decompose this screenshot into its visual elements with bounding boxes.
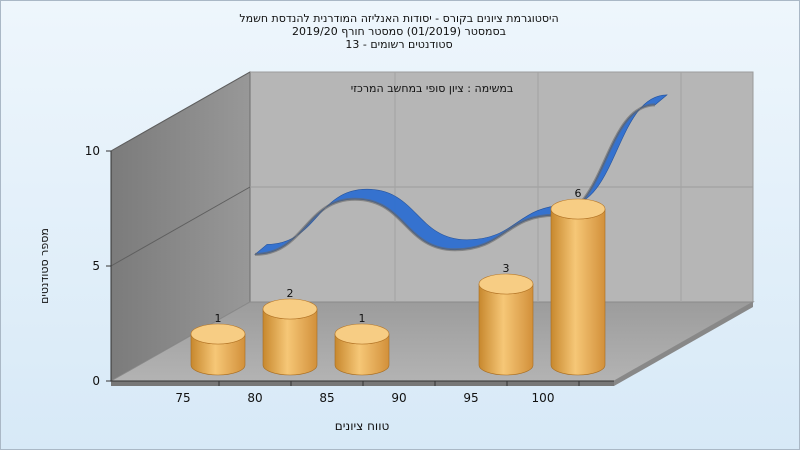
gridline-side — [110, 186, 251, 267]
data-label: 2 — [287, 287, 294, 300]
bar-top-95 — [478, 273, 534, 295]
y-axis-label: מספר סטודנטים — [38, 228, 51, 304]
gridlines — [110, 71, 753, 302]
bar-100 — [550, 208, 606, 376]
bar-top-80 — [262, 298, 318, 320]
chart-title: היסטוגרמת ציונים בקורס - יסודות האנליזה … — [239, 12, 558, 51]
bars — [190, 198, 606, 376]
data-label: 6 — [575, 187, 582, 200]
y-tick-label: 5 — [92, 259, 100, 273]
x-tick-label: 95 — [463, 391, 478, 405]
x-axis-label: טווח ציונים — [335, 419, 390, 433]
data-labels: 1 2 1 3 6 — [215, 187, 582, 325]
x-tick-label: 90 — [391, 391, 406, 405]
data-label: 1 — [215, 312, 222, 325]
x-tick-label: 75 — [175, 391, 190, 405]
distribution-curve — [254, 94, 668, 256]
title-line-1: היסטוגרמת ציונים בקורס - יסודות האנליזה … — [239, 12, 558, 25]
title-line-2: בסמסטר (01/2019) סמסטר חורף 2019/20 — [292, 25, 506, 38]
bar-95 — [478, 283, 534, 376]
gridline-side — [110, 71, 251, 152]
x-tick-labels: 75 80 85 90 95 100 — [175, 381, 580, 405]
bar-top-100 — [550, 198, 606, 220]
bar-top-85 — [334, 323, 390, 345]
data-label: 3 — [503, 262, 510, 275]
curve-shadow — [254, 103, 656, 256]
y-tick-labels: 0 5 10 — [85, 144, 111, 388]
chart-subtitle: במשימה : ציון סופי במחשב המרכזי — [351, 82, 514, 95]
x-tick-label: 100 — [532, 391, 555, 405]
data-label: 1 — [359, 312, 366, 325]
title-line-3: סטודנטים רשומים - 13 — [345, 38, 452, 51]
floor-right-edge — [614, 302, 753, 386]
bar-top-75 — [190, 323, 246, 345]
y-tick-label: 0 — [92, 374, 100, 388]
y-tick-label: 10 — [85, 144, 100, 158]
x-tick-label: 85 — [319, 391, 334, 405]
x-tick-label: 80 — [247, 391, 262, 405]
